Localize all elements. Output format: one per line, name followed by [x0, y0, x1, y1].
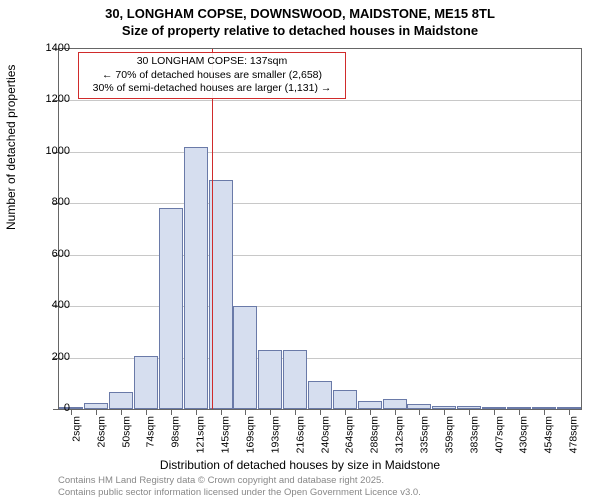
chart-title: 30, LONGHAM COPSE, DOWNSWOOD, MAIDSTONE,…	[0, 0, 600, 40]
annotation-line: 30 LONGHAM COPSE: 137sqm	[85, 55, 339, 69]
y-tick-label: 200	[30, 351, 70, 363]
footer-line-2: Contains public sector information licen…	[58, 487, 421, 498]
y-tick-label: 600	[30, 248, 70, 260]
histogram-bar	[233, 306, 257, 409]
x-tick-label: 335sqm	[418, 416, 430, 453]
marker-line	[212, 49, 213, 409]
histogram-bar	[134, 356, 158, 409]
y-tick-label: 1000	[30, 145, 70, 157]
histogram-bar	[358, 401, 382, 409]
histogram-bar	[109, 392, 133, 409]
x-tick-label: 454sqm	[543, 416, 555, 453]
histogram-bar	[333, 390, 357, 409]
x-tick-label: 312sqm	[394, 416, 406, 453]
y-axis-label: Number of detached properties	[4, 65, 18, 230]
footer-attribution: Contains HM Land Registry data © Crown c…	[58, 475, 421, 498]
histogram-bar	[308, 381, 332, 409]
histogram-bar	[283, 350, 307, 409]
y-tick-label: 1200	[30, 93, 70, 105]
annotation-line: 30% of semi-detached houses are larger (…	[85, 82, 339, 96]
y-tick-label: 400	[30, 299, 70, 311]
annotation-box: 30 LONGHAM COPSE: 137sqm← 70% of detache…	[78, 52, 346, 99]
title-line-1: 30, LONGHAM COPSE, DOWNSWOOD, MAIDSTONE,…	[0, 6, 600, 23]
x-tick-label: 264sqm	[344, 416, 356, 453]
x-tick-label: 240sqm	[319, 416, 331, 453]
x-tick-label: 383sqm	[468, 416, 480, 453]
x-tick-label: 50sqm	[120, 416, 132, 448]
chart-plot-area	[58, 48, 582, 410]
x-tick-label: 145sqm	[220, 416, 232, 453]
x-tick-label: 98sqm	[170, 416, 182, 448]
histogram-bar	[383, 399, 407, 409]
annotation-line: ← 70% of detached houses are smaller (2,…	[85, 69, 339, 83]
title-line-2: Size of property relative to detached ho…	[0, 23, 600, 40]
x-tick-label: 193sqm	[269, 416, 281, 453]
x-tick-label: 169sqm	[244, 416, 256, 453]
histogram-bar	[159, 208, 183, 409]
x-tick-label: 478sqm	[568, 416, 580, 453]
x-tick-label: 407sqm	[493, 416, 505, 453]
x-tick-label: 216sqm	[294, 416, 306, 453]
x-tick-label: 121sqm	[195, 416, 207, 453]
x-tick-label: 359sqm	[443, 416, 455, 453]
histogram-bar	[184, 147, 208, 409]
x-tick-label: 288sqm	[369, 416, 381, 453]
y-tick-label: 1400	[30, 42, 70, 54]
x-axis-label: Distribution of detached houses by size …	[0, 458, 600, 472]
x-tick-label: 430sqm	[518, 416, 530, 453]
y-tick-label: 800	[30, 196, 70, 208]
x-tick-label: 2sqm	[70, 416, 82, 442]
y-tick-label: 0	[30, 402, 70, 414]
footer-line-1: Contains HM Land Registry data © Crown c…	[58, 475, 421, 486]
x-tick-label: 74sqm	[145, 416, 157, 448]
x-tick-label: 26sqm	[95, 416, 107, 448]
histogram-bar	[258, 350, 282, 409]
